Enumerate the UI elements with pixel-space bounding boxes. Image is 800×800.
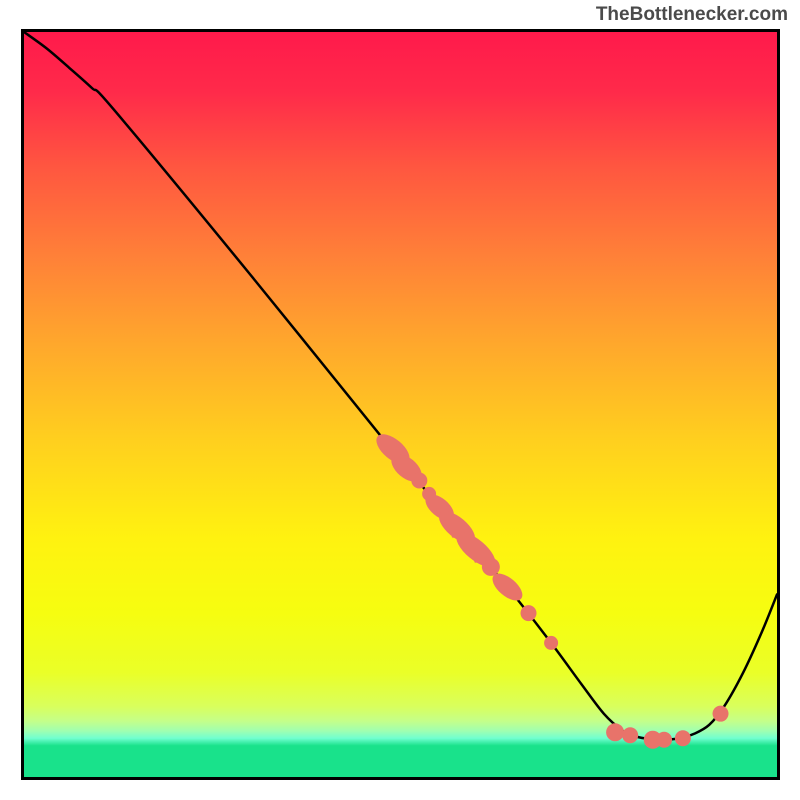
gradient-background (24, 32, 777, 777)
plot-area (21, 29, 780, 780)
chart-canvas: { "watermark": { "text": "TheBottlenecke… (0, 0, 800, 800)
plot-svg (24, 32, 777, 777)
watermark-text: TheBottlenecker.com (596, 4, 788, 26)
